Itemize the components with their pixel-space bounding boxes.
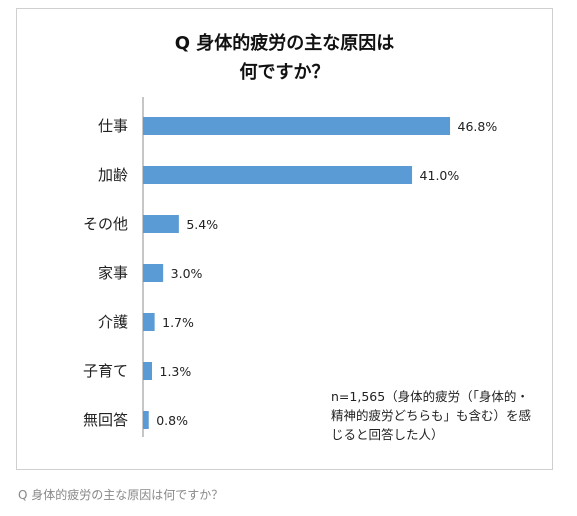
chart-title-line-1: Q 身体的疲労の主な原因は xyxy=(174,33,395,54)
chart-title-line-2: 何ですか？ xyxy=(239,62,330,83)
value-label-2: 5.4% xyxy=(186,217,218,232)
value-label-3: 3.0% xyxy=(171,266,203,281)
bar-3 xyxy=(143,264,164,282)
chart-frame: Q 身体的疲労の主な原因は 何ですか？ 仕事 46.8% 加齢 41.0% その他 5.4… xyxy=(16,8,553,470)
image-caption: Q 身体的疲労の主な原因は何ですか？ xyxy=(18,488,224,502)
bar-4 xyxy=(143,313,155,331)
bar-0 xyxy=(143,117,451,135)
value-label-5: 1.3% xyxy=(160,364,192,379)
value-label-4: 1.7% xyxy=(162,315,194,330)
bar-2 xyxy=(143,215,179,233)
bar-chart: 仕事 46.8% 加齢 41.0% その他 5.4% 家事 3.0% 介護 1.7% 子育て 1.3%… xyxy=(83,97,497,437)
sample-size-note: n=1,565（身体的疲労（「身体的・精神的疲労どちらも」も含む）を感じると回答… xyxy=(331,389,532,442)
category-label-0: 仕事 xyxy=(98,117,128,135)
value-label-6: 0.8% xyxy=(156,413,188,428)
category-label-2: その他 xyxy=(83,215,128,233)
bar-5 xyxy=(143,362,153,380)
value-label-0: 46.8% xyxy=(458,119,498,134)
category-label-4: 介護 xyxy=(98,313,128,331)
chart-title: Q 身体的疲労の主な原因は 何ですか？ xyxy=(17,29,552,87)
bar-6 xyxy=(143,411,149,429)
value-label-1: 41.0% xyxy=(420,168,460,183)
bar-1 xyxy=(143,166,413,184)
category-label-5: 子育て xyxy=(83,362,128,380)
category-label-6: 無回答 xyxy=(83,411,128,429)
bars-group: 仕事 46.8% 加齢 41.0% その他 5.4% 家事 3.0% 介護 1.7% 子育て 1.3%… xyxy=(83,117,497,429)
category-label-1: 加齢 xyxy=(98,166,128,184)
category-label-3: 家事 xyxy=(98,264,128,282)
